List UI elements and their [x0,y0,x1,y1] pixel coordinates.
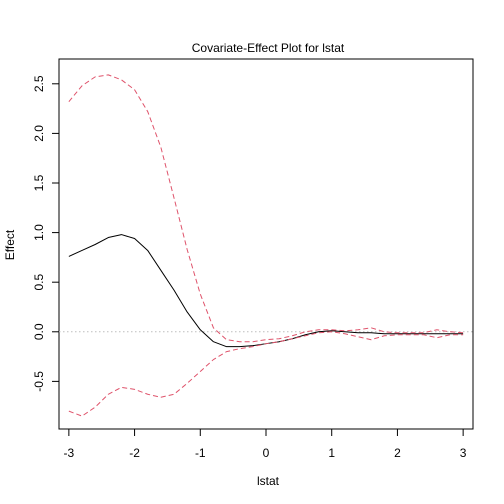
lower-band-line [68,331,464,417]
x-tick-label: -1 [195,446,206,460]
estimate-line [68,234,464,348]
y-tick-label: 2.5 [32,75,46,92]
y-tick-label: 1.0 [32,224,46,241]
y-axis-label: Effect [3,229,17,260]
chart-title: Covariate-Effect Plot for lstat [192,41,345,55]
y-tick-label: 2.0 [32,125,46,142]
x-tick-label: 3 [460,446,467,460]
x-tick-label: 1 [328,446,335,460]
y-tick-label: 1.5 [32,174,46,191]
x-tick-label: 0 [263,446,270,460]
y-tick-label: -0.5 [32,371,46,392]
plot-area-frame [58,58,474,430]
x-tick-label: -2 [129,446,140,460]
series-group [68,74,464,417]
y-tick-label: 0.5 [32,274,46,291]
y-axis: -0.5 0.0 0.5 1.0 1.5 2.0 2.5 [32,75,60,392]
x-axis: -3 -2 -1 0 1 2 3 [64,428,467,460]
upper-band-line [68,74,464,343]
x-axis-label: lstat [257,474,280,488]
y-tick-label: 0.0 [32,323,46,340]
x-tick-label: 2 [394,446,401,460]
x-tick-label: -3 [64,446,75,460]
